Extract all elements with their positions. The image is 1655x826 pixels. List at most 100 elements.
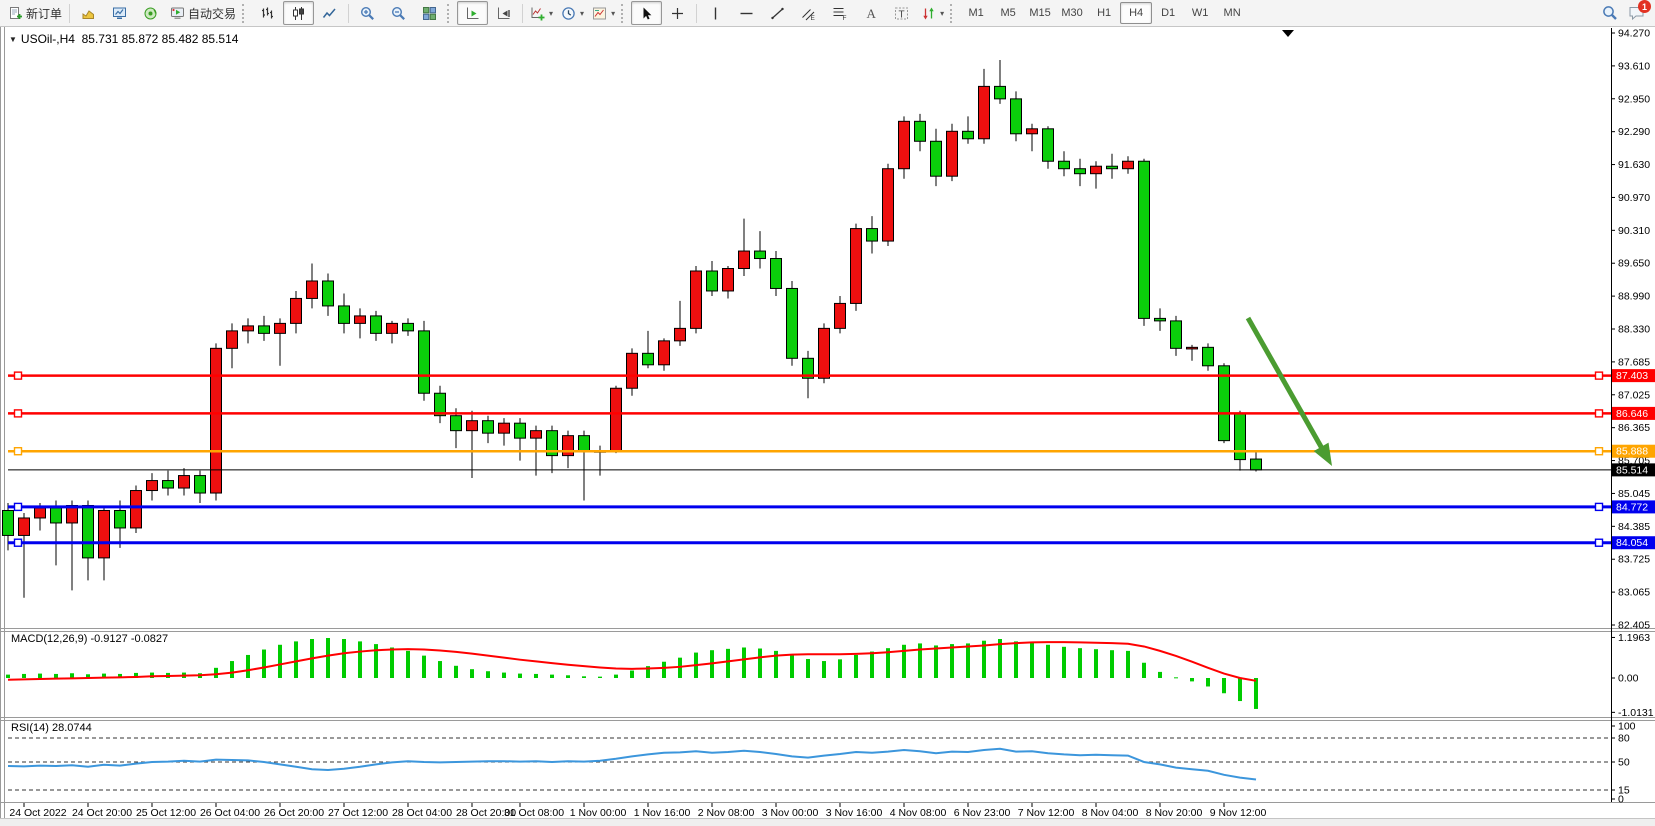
bar-chart-button[interactable]: [252, 1, 283, 25]
timeframe-h4-button[interactable]: H4: [1120, 2, 1153, 24]
text-a-icon: A: [863, 6, 878, 21]
chart-window: 94.270 93.610 92.950 92.290 91.630 90.970 90.3…: [0, 27, 1655, 826]
navigator-button[interactable]: [135, 1, 166, 25]
rsi-panel-splitter[interactable]: [0, 714, 1655, 721]
horizontal-line-button[interactable]: [731, 1, 762, 25]
auto-scroll-button[interactable]: [457, 1, 489, 25]
fibo-icon: F: [832, 6, 847, 21]
trend-arrow-annotation: [1245, 316, 1332, 466]
market-watch-button[interactable]: [104, 1, 135, 25]
navigator-icon: [143, 6, 158, 21]
svg-text:28 Oct 20:00: 28 Oct 20:00: [456, 807, 516, 819]
new-order-button[interactable]: 新订单: [4, 1, 66, 25]
svg-text:25 Oct 12:00: 25 Oct 12:00: [136, 807, 196, 819]
indicators-button[interactable]: ▾: [526, 1, 557, 25]
search-icon: [1602, 5, 1618, 21]
templates-button[interactable]: ▾: [588, 1, 619, 25]
svg-text:4 Nov 08:00: 4 Nov 08:00: [890, 807, 947, 819]
svg-text:87.403: 87.403: [1616, 370, 1648, 382]
timeframe-m5-button[interactable]: M5: [1000, 7, 1016, 19]
svg-text:90.310: 90.310: [1618, 225, 1650, 237]
autotrading-button[interactable]: 自动交易: [166, 1, 240, 25]
macd-indicator-label: MACD(12,26,9) -0.9127 -0.0827: [11, 633, 169, 645]
toolbar-separator: [447, 3, 453, 23]
zoom-in-icon: [360, 6, 375, 21]
chart-title-collapse-icon[interactable]: ▼: [9, 35, 17, 44]
search-button[interactable]: [1602, 5, 1618, 21]
zoom-in-button[interactable]: [352, 1, 383, 25]
profiles-button[interactable]: [73, 1, 104, 25]
chart-title: ▼ USOil-,H4 85.731 85.872 85.482 85.514: [9, 32, 238, 46]
svg-text:85.045: 85.045: [1618, 488, 1650, 500]
svg-text:26 Oct 04:00: 26 Oct 04:00: [200, 807, 260, 819]
svg-text:84.385: 84.385: [1618, 521, 1650, 533]
timeframe-m1-button[interactable]: M1: [968, 7, 984, 19]
svg-text:93.610: 93.610: [1618, 60, 1650, 72]
channel-button[interactable]: E: [793, 1, 824, 25]
text-t-icon: T: [894, 6, 909, 21]
text-button[interactable]: A: [855, 1, 886, 25]
toolbar-separator: [950, 3, 956, 23]
candles-icon: [291, 6, 306, 21]
autotrading-icon: [170, 6, 185, 21]
svg-text:94.270: 94.270: [1618, 28, 1650, 40]
chevron-down-icon: ▾: [611, 8, 616, 18]
toolbar-separator: [696, 3, 698, 23]
svg-text:90.970: 90.970: [1618, 192, 1650, 204]
svg-text:E: E: [811, 15, 816, 21]
hline-icon: [739, 6, 754, 21]
candle-chart-button[interactable]: [283, 1, 315, 25]
chart-canvas[interactable]: 94.270 93.610 92.950 92.290 91.630 90.970 90.3…: [0, 27, 1655, 826]
svg-text:80: 80: [1618, 733, 1630, 745]
zoom-out-button[interactable]: [383, 1, 414, 25]
cursor-button[interactable]: [631, 1, 663, 25]
toolbar-separator: [69, 3, 71, 23]
svg-text:27 Oct 12:00: 27 Oct 12:00: [328, 807, 388, 819]
tile-windows-button[interactable]: [414, 1, 445, 25]
svg-text:24 Oct 20:00: 24 Oct 20:00: [72, 807, 132, 819]
vertical-line-button[interactable]: [700, 1, 731, 25]
timeframe-m15-button[interactable]: M15: [1029, 7, 1051, 19]
cursor-icon: [639, 6, 654, 21]
svg-text:87.685: 87.685: [1618, 356, 1650, 368]
autoscroll-icon: [465, 6, 480, 21]
trendline-button[interactable]: [762, 1, 793, 25]
svg-text:A: A: [867, 6, 877, 21]
market-watch-icon: [112, 6, 127, 21]
line-chart-button[interactable]: [314, 1, 345, 25]
crosshair-icon: [670, 6, 685, 21]
chart-ohlc-values: 85.731 85.872 85.482 85.514: [81, 32, 239, 46]
chart-shift-button[interactable]: [488, 1, 519, 25]
macd-panel-splitter[interactable]: [0, 625, 1655, 632]
current-bar-marker: [1282, 30, 1294, 37]
crosshair-button[interactable]: [662, 1, 693, 25]
macd-panel: [6, 637, 1258, 709]
svg-text:86.365: 86.365: [1618, 422, 1650, 434]
timeframe-w1-button[interactable]: W1: [1191, 7, 1209, 19]
chevron-down-icon: ▾: [580, 8, 585, 18]
arrows-icon: [921, 6, 936, 21]
svg-text:84.054: 84.054: [1616, 537, 1648, 549]
timeframe-d1-button[interactable]: D1: [1161, 7, 1176, 19]
notifications-button[interactable]: 1: [1628, 0, 1651, 21]
svg-text:0.00: 0.00: [1618, 673, 1639, 685]
arrows-button[interactable]: ▾: [917, 1, 948, 25]
time-axis: 24 Oct 2022 24 Oct 20:00 25 Oct 12:00 26 Oc…: [9, 803, 1266, 819]
timeframe-m30-button[interactable]: M30: [1061, 7, 1083, 19]
text-label-button[interactable]: T: [886, 1, 917, 25]
svg-text:T: T: [899, 9, 905, 20]
indicators-icon: [530, 6, 545, 21]
fibonacci-button[interactable]: F: [824, 1, 855, 25]
tile-icon: [422, 6, 437, 21]
svg-text:1 Nov 16:00: 1 Nov 16:00: [634, 807, 691, 819]
svg-text:87.025: 87.025: [1618, 389, 1650, 401]
chart-symbol-period: USOil-,H4: [20, 32, 75, 46]
periods-button[interactable]: ▾: [557, 1, 588, 25]
timeframe-h1-button[interactable]: H1: [1097, 7, 1112, 19]
profiles-icon: [81, 6, 96, 21]
timeframe-mn-button[interactable]: MN: [1223, 7, 1241, 19]
svg-text:31 Oct 08:00: 31 Oct 08:00: [504, 807, 564, 819]
svg-text:7 Nov 12:00: 7 Nov 12:00: [1018, 807, 1075, 819]
